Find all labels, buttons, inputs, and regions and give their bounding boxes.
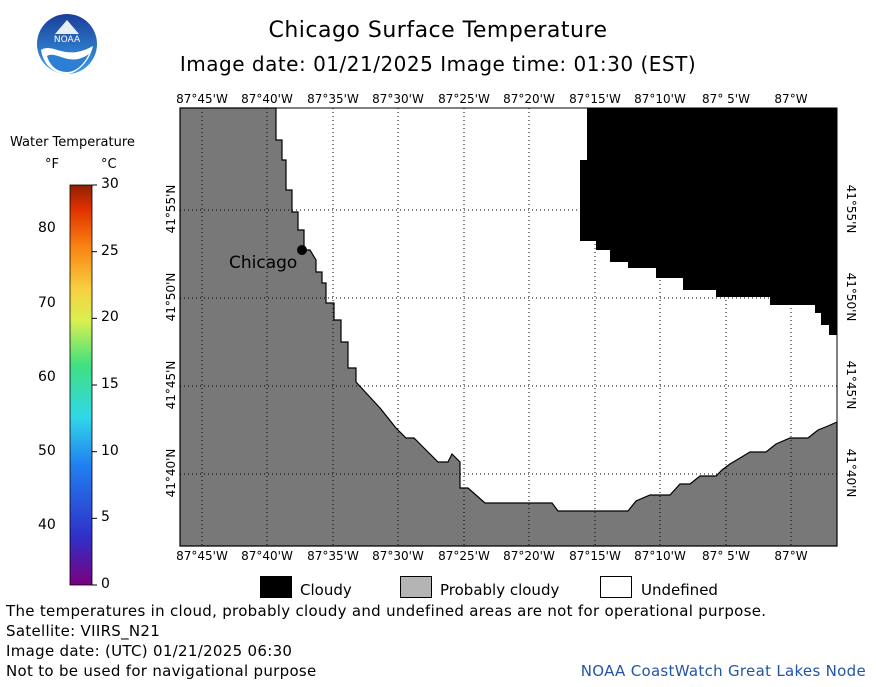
bottom-longitude-label: 87°20'W <box>503 549 555 563</box>
bottom-longitude-label: 87°25'W <box>438 549 490 563</box>
cloudy-swatch <box>260 576 292 598</box>
bottom-longitude-label: 87°40'W <box>241 549 293 563</box>
satellite-text: Satellite: VIIRS_N21 <box>6 622 161 640</box>
right-latitude-label: 41°55'N <box>844 184 858 234</box>
right-latitude-label: 41°50'N <box>844 272 858 322</box>
top-longitude-label: 87°25'W <box>438 92 490 106</box>
top-longitude-label: 87° 5'W <box>702 92 750 106</box>
top-longitude-label: 87°45'W <box>176 92 228 106</box>
colorbar-unit-c: °C <box>101 157 117 172</box>
left-latitude-label: 41°45'N <box>164 360 178 410</box>
top-longitude-label: 87°20'W <box>503 92 555 106</box>
land-region <box>179 107 838 547</box>
graticule <box>180 108 837 546</box>
colorbar-c-tick-label: 25 <box>101 242 119 259</box>
top-longitude-label: 87°W <box>774 92 808 106</box>
legend-undefined-label: Undefined <box>641 581 718 599</box>
left-latitude-label: 41°50'N <box>164 272 178 322</box>
top-longitude-label: 87°30'W <box>372 92 424 106</box>
bottom-longitude-label: 87° 5'W <box>702 549 750 563</box>
undefined-swatch <box>600 576 632 598</box>
colorbar-c-tick-label: 15 <box>101 376 119 392</box>
right-latitude-label: 41°45'N <box>844 360 858 410</box>
logo-text: NOAA <box>54 35 81 45</box>
top-longitude-label: 87°10'W <box>634 92 686 106</box>
legend-probably-cloudy-label: Probably cloudy <box>440 581 560 599</box>
left-latitude-label: 41°40'N <box>164 448 178 498</box>
legend-cloudy-label: Cloudy <box>300 581 352 599</box>
colorbar-c-tick-label: 10 <box>101 442 119 459</box>
colorbar-c-tick-label: 0 <box>101 576 110 592</box>
bottom-longitude-label: 87°10'W <box>634 549 686 563</box>
top-longitude-label: 87°35'W <box>307 92 359 106</box>
colorbar-f-tick-label: 60 <box>38 368 56 385</box>
colorbar-c-tick-label: 30 <box>101 176 119 192</box>
nav-warning-text: Not to be used for navigational purpose <box>6 662 317 680</box>
probably-cloudy-swatch <box>400 576 432 598</box>
colorbar-title: Water Temperature <box>10 135 135 150</box>
noaa-logo: NOAA <box>37 14 97 74</box>
colorbar-c-tick-label: 20 <box>101 309 119 326</box>
page-title: Chicago Surface Temperature <box>268 18 608 43</box>
colorbar-f-tick-label: 80 <box>38 220 56 237</box>
bottom-longitude-label: 87°W <box>774 549 808 563</box>
credit-text: NOAA CoastWatch Great Lakes Node <box>580 662 866 680</box>
colorbar-f-tick-label: 40 <box>38 516 56 533</box>
colorbar-unit-f: °F <box>45 157 59 172</box>
colorbar-f-tick-label: 50 <box>38 442 56 459</box>
top-longitude-label: 87°40'W <box>241 92 293 106</box>
chicago-marker-icon <box>297 245 307 255</box>
bottom-longitude-label: 87°45'W <box>176 549 228 563</box>
colorbar-c-tick-label: 5 <box>101 509 110 526</box>
bottom-longitude-label: 87°15'W <box>569 549 621 563</box>
top-longitude-label: 87°15'W <box>569 92 621 106</box>
city-label: Chicago <box>229 253 298 273</box>
bottom-longitude-label: 87°35'W <box>307 549 359 563</box>
colorbar-f-tick-label: 70 <box>38 294 56 311</box>
map-frame <box>179 107 838 547</box>
left-latitude-label: 41°55'N <box>164 184 178 234</box>
right-latitude-label: 41°40'N <box>844 448 858 498</box>
colorbar <box>69 184 97 586</box>
cloudy-region <box>580 108 837 335</box>
image-date-time: Image date: 01/21/2025 Image time: 01:30… <box>179 52 697 76</box>
bottom-longitude-label: 87°30'W <box>372 549 424 563</box>
disclaimer-text: The temperatures in cloud, probably clou… <box>6 602 767 620</box>
utc-date-text: Image date: (UTC) 01/21/2025 06:30 <box>6 642 293 660</box>
